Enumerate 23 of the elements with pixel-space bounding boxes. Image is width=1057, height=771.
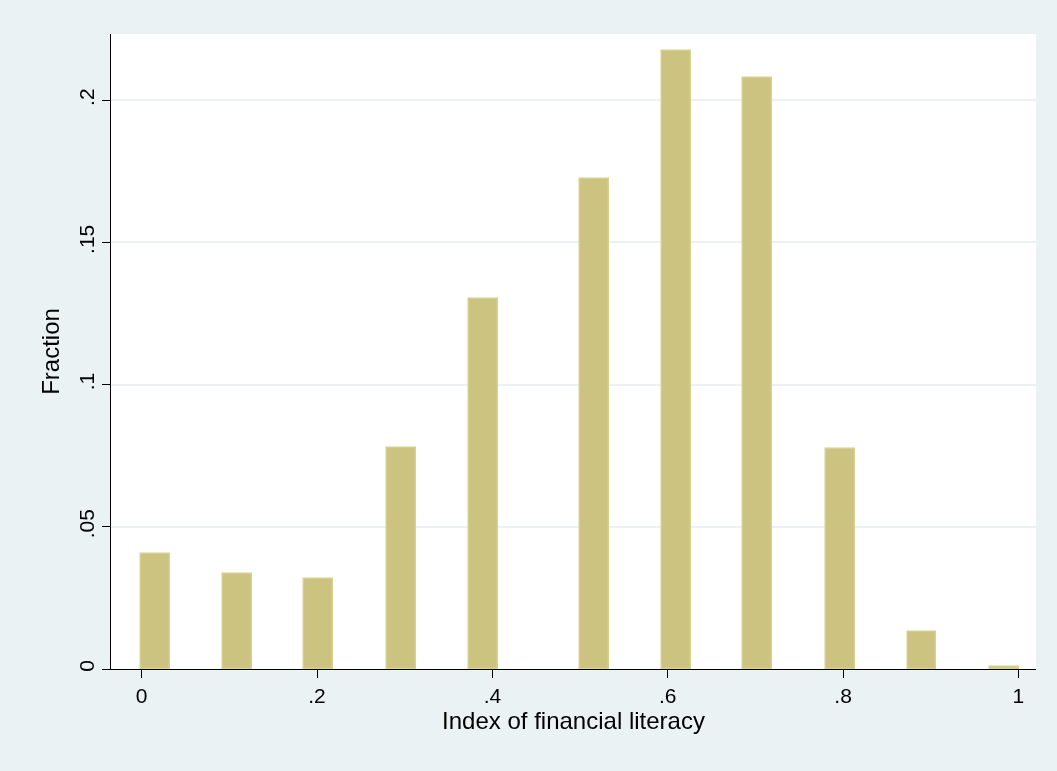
bar [221, 572, 252, 669]
bar [578, 177, 609, 669]
x-tick-label: .6 [658, 684, 677, 708]
y-axis-title: Fraction [36, 308, 64, 395]
bar [906, 630, 936, 669]
x-tick-label: .2 [308, 684, 326, 708]
bar [302, 577, 333, 669]
y-tick-label: .05 [74, 509, 98, 539]
x-tick-label: 1 [1012, 684, 1025, 708]
y-tick-label: .15 [74, 224, 98, 254]
bar [741, 76, 772, 669]
x-tick-label: .4 [483, 684, 502, 708]
bar [467, 297, 498, 669]
x-tick-label: 0 [135, 684, 148, 708]
x-axis-title: Index of financial literacy [442, 707, 705, 735]
bar [824, 447, 855, 669]
y-tick-label: .1 [74, 372, 98, 391]
bar [139, 552, 170, 669]
y-tick-label: 0 [74, 660, 98, 672]
x-tick-label: .8 [834, 684, 852, 708]
bar [660, 49, 691, 669]
y-tick-label: .2 [74, 88, 98, 106]
bar [385, 446, 416, 669]
